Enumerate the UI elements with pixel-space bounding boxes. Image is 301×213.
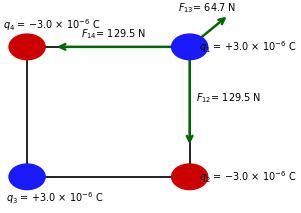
Text: $F_{13}$= 64.7 N: $F_{13}$= 64.7 N xyxy=(178,2,236,15)
Text: $F_{14}$= 129.5 N: $F_{14}$= 129.5 N xyxy=(81,27,146,41)
Text: $F_{12}$= 129.5 N: $F_{12}$= 129.5 N xyxy=(196,91,261,105)
Text: $q_4$ = −3.0 × 10$^{-6}$ C: $q_4$ = −3.0 × 10$^{-6}$ C xyxy=(3,18,101,33)
Circle shape xyxy=(172,164,208,190)
Circle shape xyxy=(9,164,45,190)
Circle shape xyxy=(9,34,45,60)
Text: $q_1$ = +3.0 × 10$^{-6}$ C: $q_1$ = +3.0 × 10$^{-6}$ C xyxy=(199,39,296,55)
Text: $q_3$ = +3.0 × 10$^{-6}$ C: $q_3$ = +3.0 × 10$^{-6}$ C xyxy=(6,190,104,206)
Text: $q_2$ = −3.0 × 10$^{-6}$ C: $q_2$ = −3.0 × 10$^{-6}$ C xyxy=(199,169,296,185)
Circle shape xyxy=(172,34,208,60)
